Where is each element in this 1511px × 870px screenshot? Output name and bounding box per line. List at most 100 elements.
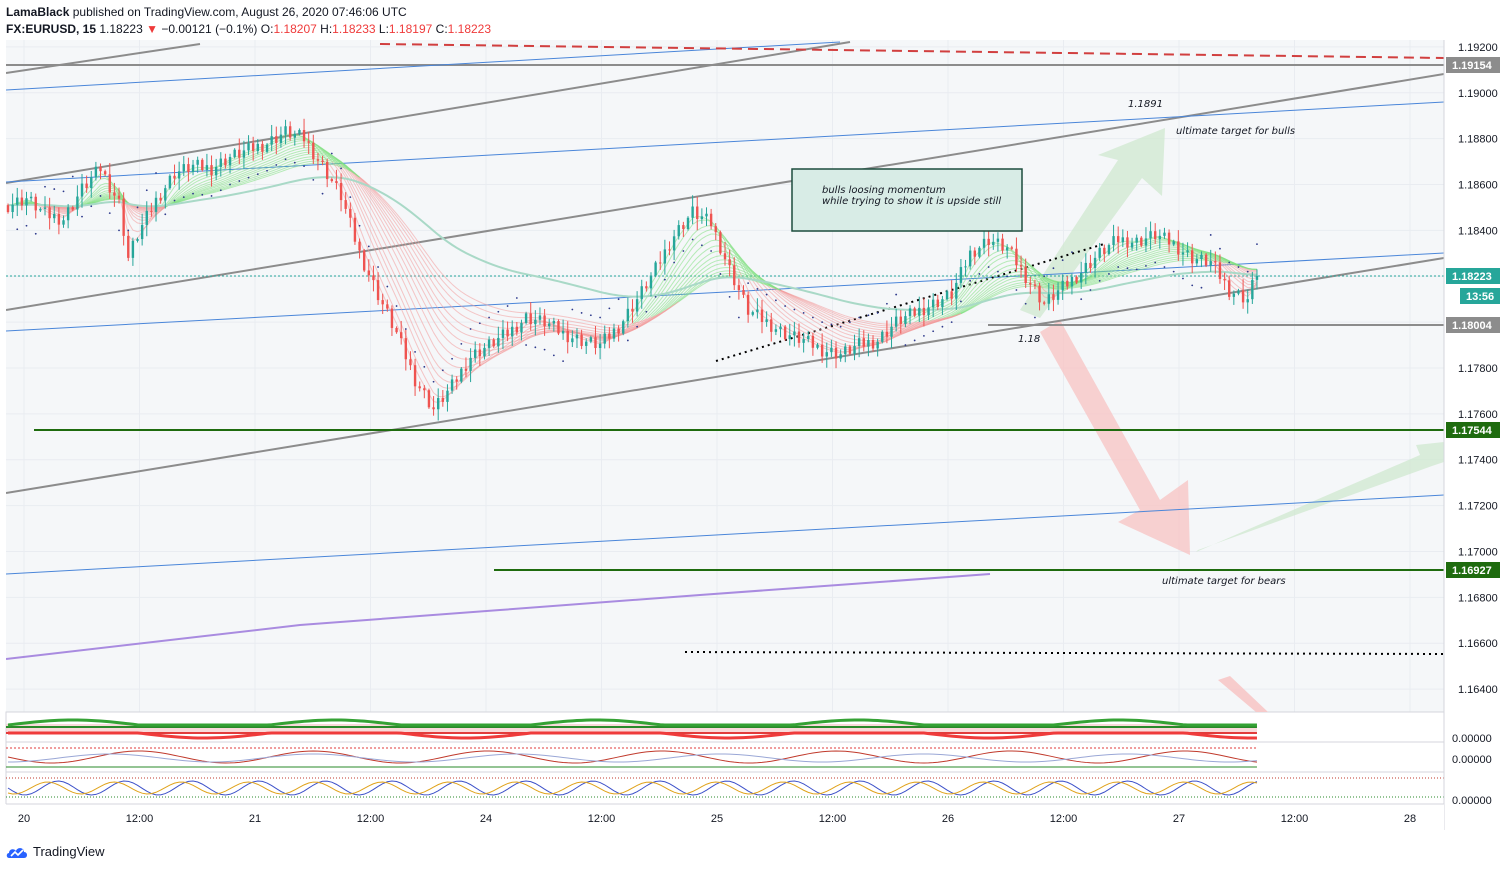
sar-dot [654, 295, 657, 298]
candle-body [830, 347, 833, 353]
last-price: 1.18223 [99, 22, 143, 36]
price-axis-ticks: 1.192001.190001.188001.186001.184001.182… [1458, 42, 1498, 696]
tradingview-cloud-icon [6, 847, 27, 858]
candle-body [1029, 283, 1032, 285]
svg-text:1.18223: 1.18223 [1452, 271, 1492, 283]
candle-body [187, 164, 190, 172]
candle-body [233, 149, 236, 157]
time-tick-label: 25 [711, 813, 723, 825]
tradingview-logo[interactable]: TradingView [6, 844, 105, 859]
sar-dot [293, 161, 296, 164]
time-tick-label: 12:00 [126, 813, 154, 825]
candle-body [890, 326, 893, 337]
grid [6, 40, 1444, 712]
candle-body [164, 188, 167, 201]
time-axis[interactable] [0, 804, 1444, 830]
sar-dot [330, 152, 333, 155]
candle-body [256, 143, 259, 152]
candle-body [1005, 247, 1009, 251]
candle-body [552, 320, 556, 324]
candle-body [330, 179, 334, 182]
sar-dot [645, 310, 648, 313]
sar-dot [886, 302, 888, 305]
blue-trendline[interactable] [6, 252, 1444, 332]
gray-trendline[interactable] [6, 43, 201, 74]
open-label: O: [260, 22, 274, 36]
candle-body [774, 329, 778, 332]
red-dashed-line[interactable] [379, 43, 1444, 59]
sar-dot [34, 232, 37, 235]
sar-dot [395, 305, 398, 307]
blue-trendline[interactable] [6, 101, 1444, 183]
candle-body [1075, 276, 1078, 283]
candle-body [483, 347, 486, 357]
price-tick-label: 1.17200 [1458, 501, 1498, 513]
oscillator-2 [6, 747, 1258, 768]
candle-body [242, 150, 246, 158]
candle-body [668, 249, 671, 251]
gray-trendline[interactable] [6, 257, 1444, 494]
sar-dot [626, 339, 629, 342]
time-tick-label: 28 [1404, 813, 1416, 825]
candle-body [1093, 257, 1097, 268]
sar-dot [108, 212, 111, 215]
sar-dot [987, 266, 990, 268]
time-tick-label: 12:00 [1281, 813, 1309, 825]
candle-body [696, 206, 699, 220]
candle-body [876, 341, 879, 349]
candle-body [288, 126, 292, 138]
sar-dot [802, 312, 805, 314]
sar-dot [1228, 261, 1231, 264]
candle-body [913, 308, 916, 316]
note-box[interactable] [791, 168, 1023, 232]
sar-dot [876, 312, 879, 314]
author-name[interactable]: LamaBlack [6, 5, 70, 19]
sar-dot [303, 165, 305, 168]
candle-body [867, 339, 870, 347]
bull-target-level-label: 1.1891 [1128, 99, 1163, 110]
candle-body [575, 334, 579, 339]
candle-body [1038, 285, 1041, 303]
candle-body [1024, 266, 1027, 284]
price-tick-label: 1.19000 [1458, 88, 1498, 100]
candle-body [1149, 231, 1152, 239]
sar-dot [145, 189, 148, 192]
candle-body [566, 330, 569, 343]
candle-body [1015, 248, 1018, 266]
candle-body [1103, 247, 1106, 254]
sar-dot [349, 196, 352, 199]
publish-line: LamaBlack published on TradingView.com, … [6, 4, 491, 21]
gray-trendline[interactable] [6, 73, 1444, 311]
candle-body [145, 210, 148, 225]
sar-dot [266, 169, 268, 172]
candle-body [1251, 279, 1254, 300]
sar-dot [636, 325, 639, 328]
sar-dot [1043, 275, 1046, 278]
candle-body [927, 307, 930, 316]
candle-body [460, 368, 463, 382]
candle-body [1066, 280, 1069, 287]
candle-body [103, 171, 107, 175]
oscillator-pane-3[interactable] [5, 771, 1445, 805]
candle-body [29, 196, 33, 199]
dotted-trendline[interactable] [715, 243, 1105, 362]
blue-trendline[interactable] [6, 41, 841, 91]
candle-body [261, 143, 264, 152]
published-text: published on TradingView.com, August 26,… [72, 5, 407, 19]
sar-dot [710, 250, 713, 252]
blue-trendline[interactable] [6, 494, 1444, 575]
candle-body [1204, 254, 1208, 266]
candle-body [788, 335, 791, 340]
sar-dot [155, 172, 157, 174]
candle-body [11, 204, 14, 213]
candle-body [894, 316, 898, 327]
sar-dot [247, 176, 250, 179]
dotted-level-line[interactable] [684, 651, 1444, 655]
candle-body [1223, 278, 1226, 281]
sar-dot [238, 180, 241, 182]
sar-dot [774, 299, 777, 302]
candle-body [191, 164, 195, 172]
candle-body [57, 213, 61, 225]
candle-body [677, 225, 680, 237]
